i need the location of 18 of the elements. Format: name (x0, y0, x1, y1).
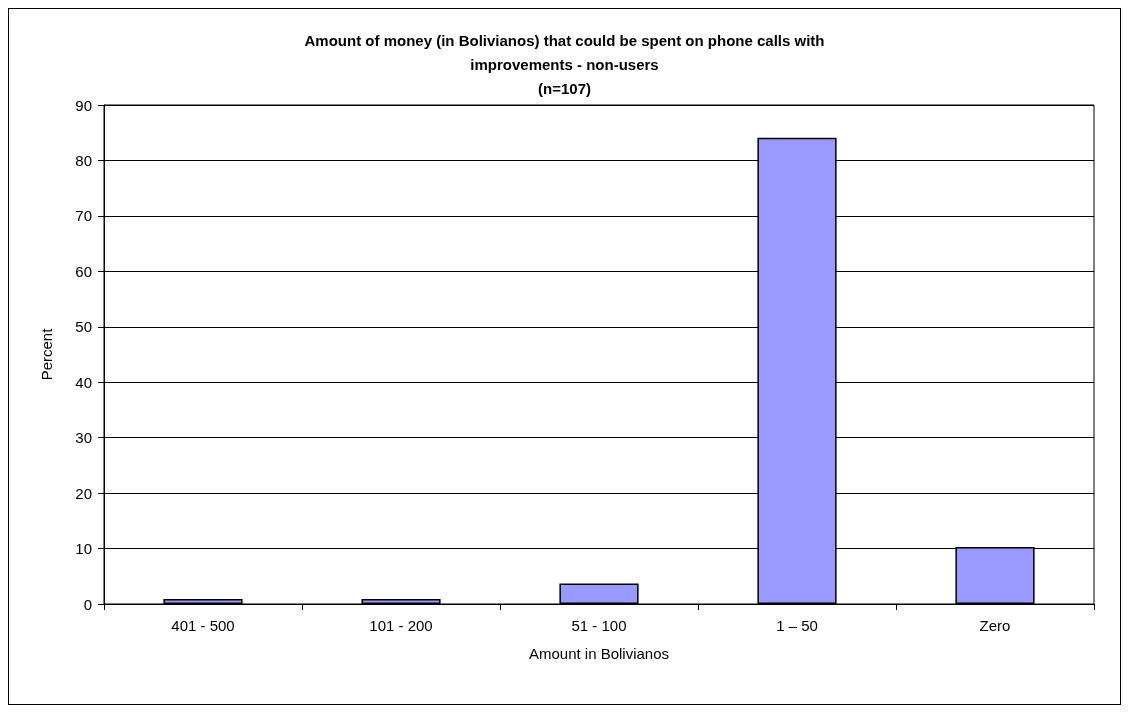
x-tick-label: 401 - 500 (171, 617, 235, 634)
x-tick-label: Zero (979, 617, 1011, 634)
y-tick-label: 50 (75, 318, 92, 336)
y-tick-label: 60 (75, 262, 92, 280)
y-tick-label: 10 (75, 540, 92, 558)
y-tick-label: 20 (75, 484, 92, 502)
y-tick-label: 40 (75, 373, 92, 391)
x-tick-label: 51 - 100 (571, 617, 627, 634)
y-tick-label: 90 (75, 96, 92, 114)
x-axis-title: Amount in Bolivianos (528, 645, 670, 662)
x-tick-label: 1 – 50 (776, 617, 818, 634)
y-tick-label: 80 (75, 151, 92, 169)
chart-title: Amount of money (in Bolivianos) that could be spent on phone calls with improvements - non-users (n=107) (304, 31, 825, 97)
x-tick-label: 101 - 200 (369, 617, 433, 634)
y-axis-title: Percent (38, 327, 55, 381)
y-tick-label: 30 (75, 429, 92, 447)
y-tick-label: 0 (83, 595, 92, 613)
y-tick-label: 70 (75, 207, 92, 225)
